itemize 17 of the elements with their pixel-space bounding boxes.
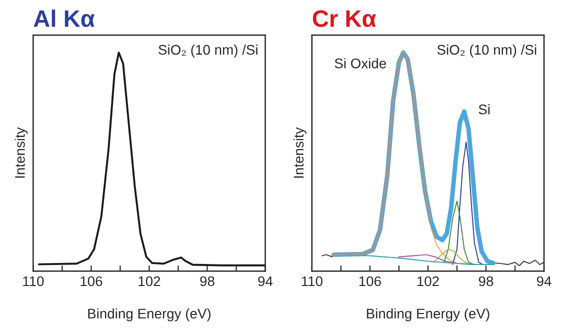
annotation: SiO₂ (10 nm) /Si	[158, 44, 258, 58]
x-axis-title: Binding Energy (eV)	[88, 308, 210, 322]
x-tick-label: 94	[258, 276, 273, 286]
x-tick-label: 110	[23, 276, 44, 286]
x-tick-label: 98	[200, 276, 214, 286]
x-tick-label: 106	[359, 276, 381, 286]
x-axis-title: Binding Energy (eV)	[366, 308, 490, 322]
chart-title: Al Kα	[34, 10, 95, 27]
x-tick-label: 94	[536, 276, 552, 286]
y-axis-title: Intensity	[293, 127, 306, 178]
y-axis-title: Intensity	[14, 127, 28, 178]
x-tick-label: 110	[302, 276, 322, 286]
x-tick-label: 106	[80, 276, 102, 286]
x-tick-label: 98	[478, 276, 494, 286]
chart-title: Cr Kα	[312, 10, 376, 27]
x-tick-label: 102	[417, 276, 439, 286]
x-tick-label: 102	[138, 276, 160, 286]
